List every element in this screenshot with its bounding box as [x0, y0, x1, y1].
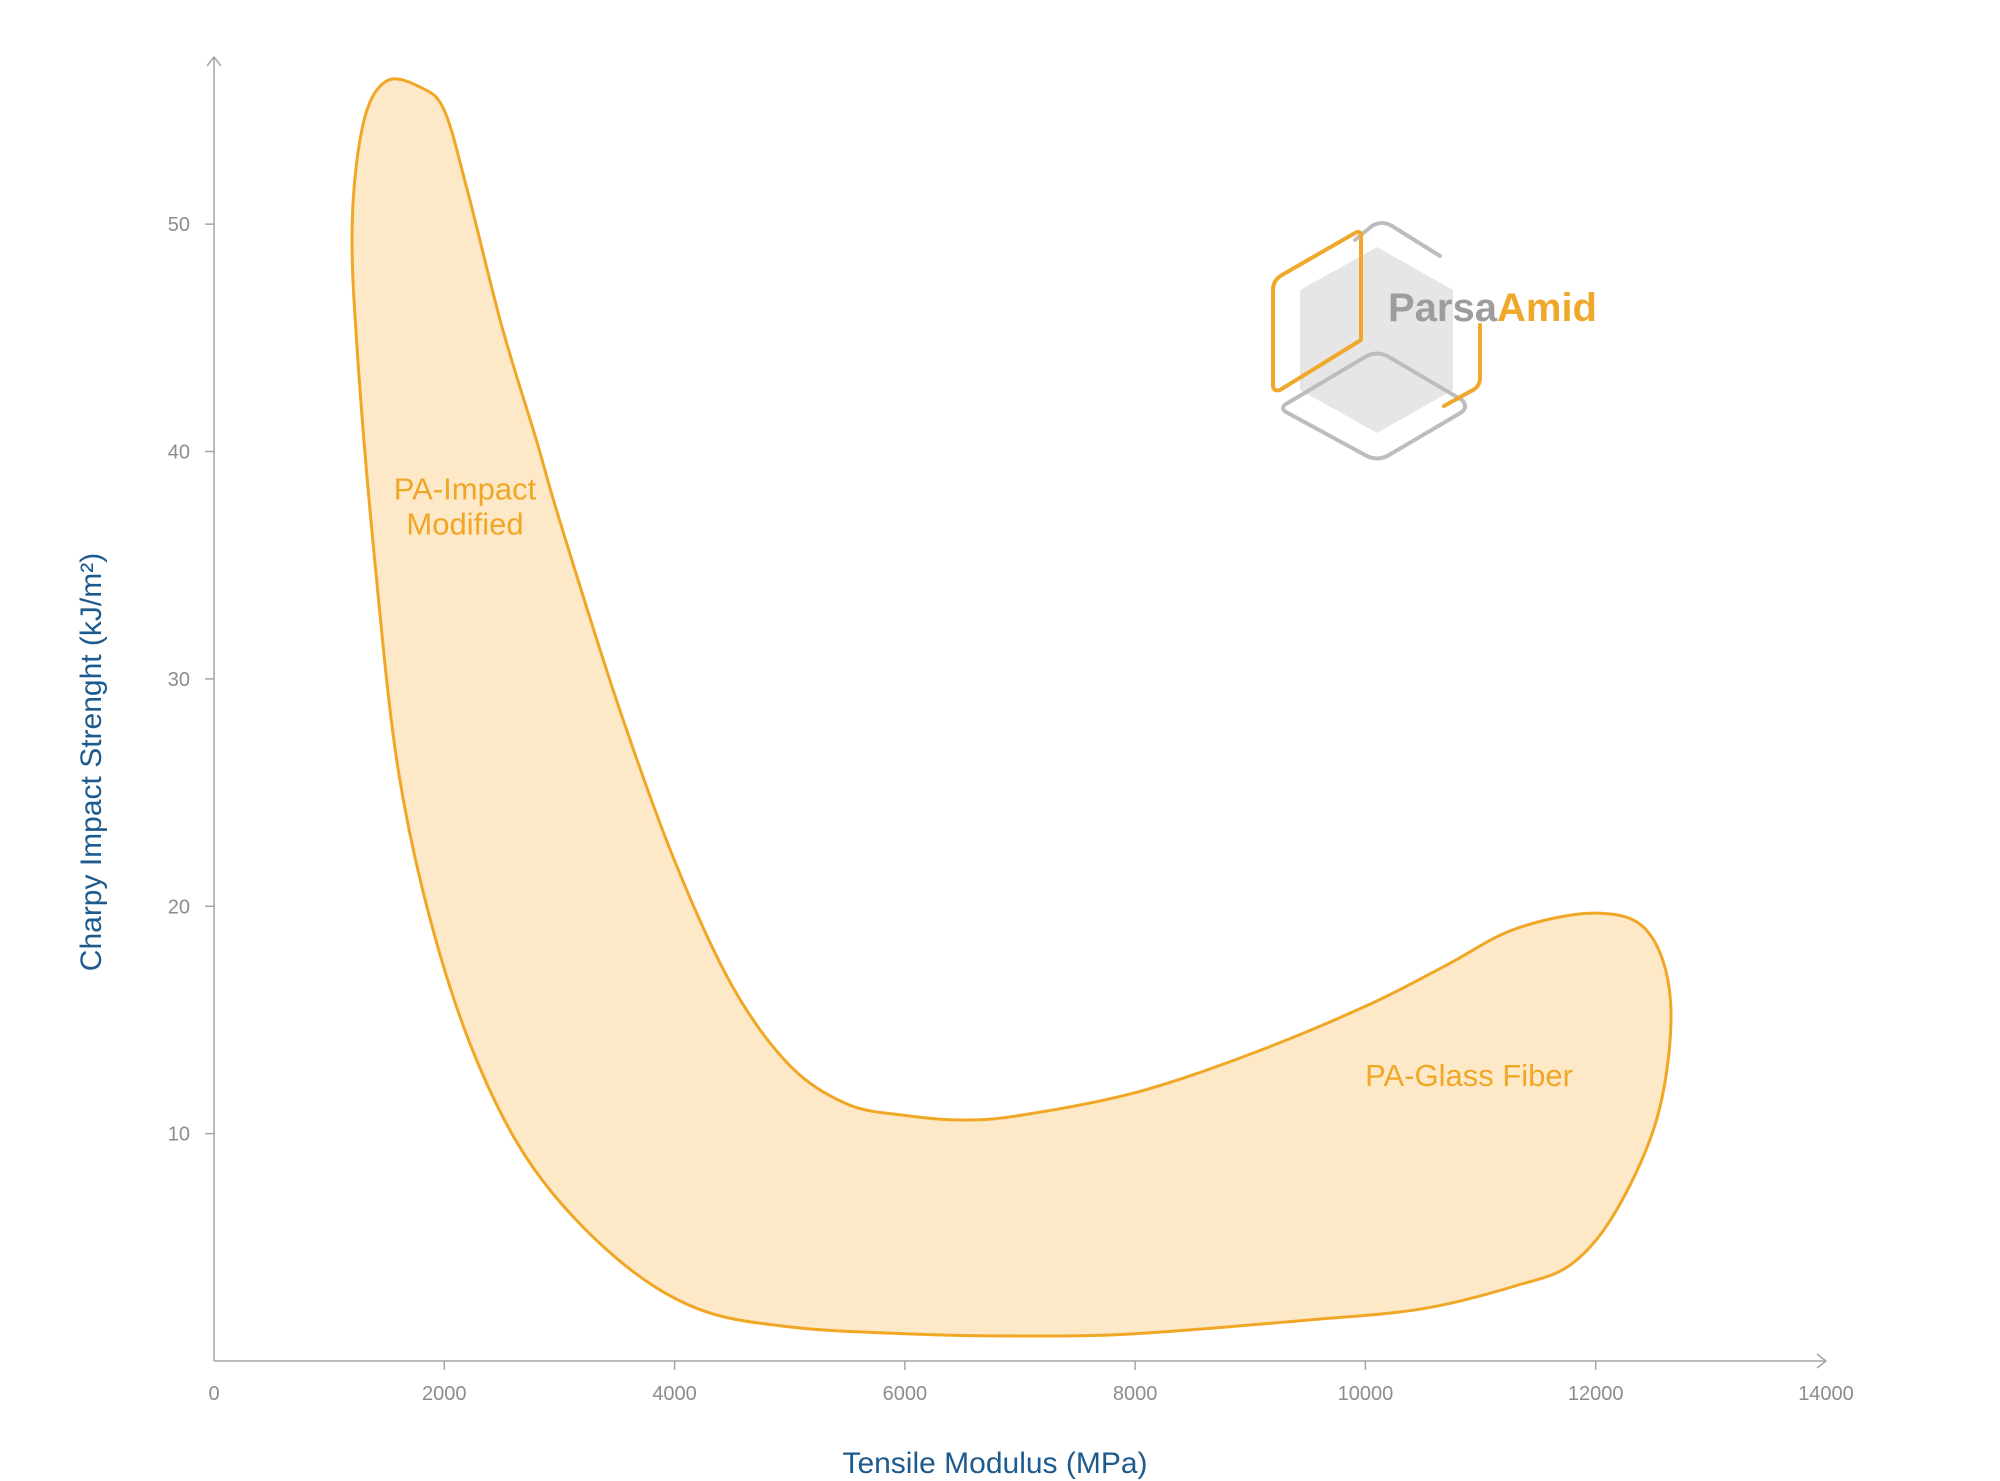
x-tick-label: 4000	[652, 1383, 697, 1405]
performance-region	[350, 77, 1673, 1338]
x-tick-label: 10000	[1338, 1383, 1394, 1405]
region-label: PA-Impact Modified	[394, 471, 537, 541]
region-label-line: PA-Glass Fiber	[1365, 1058, 1573, 1093]
region-labels: PA-Impact Modified PA-Glass Fiber	[394, 471, 1573, 1093]
y-axis-title: Charpy Impact Strenght (kJ/m²)	[75, 553, 108, 971]
x-tick-label: 2000	[422, 1383, 467, 1405]
region-label-line: PA-Impact	[394, 471, 537, 506]
region-layer	[350, 77, 1673, 1338]
x-axis-title: Tensile Modulus (MPa)	[842, 1447, 1147, 1480]
y-axis-arrow	[206, 55, 222, 67]
logo-gray-outline-top	[1353, 221, 1442, 258]
y-tick-labels: 10 20 30 40 50	[168, 214, 190, 1145]
logo-gray-outline-bottom	[1281, 351, 1467, 461]
x-tick-label: 8000	[1113, 1383, 1158, 1405]
x-tick-label: 0	[208, 1383, 219, 1405]
region-label: PA-Glass Fiber	[1365, 1058, 1573, 1093]
y-tick-label: 20	[168, 896, 190, 918]
logo-orange-bracket-right	[1442, 323, 1482, 408]
y-tick-label: 10	[168, 1124, 190, 1146]
y-tick-label: 50	[168, 214, 190, 236]
logo-orange-bracket-left	[1271, 230, 1363, 393]
region-label-line: Modified	[406, 506, 523, 541]
x-tick-label: 12000	[1568, 1383, 1624, 1405]
logo-text-parsa: Parsa	[1388, 286, 1498, 330]
y-tick-label: 30	[168, 669, 190, 691]
x-tick-label: 14000	[1798, 1383, 1854, 1405]
x-tick-labels: 0 2000 4000 6000 8000 10000 12000 14000	[208, 1383, 1853, 1405]
x-tick-label: 6000	[883, 1383, 928, 1405]
x-axis-arrow	[1816, 1353, 1828, 1369]
y-tick-label: 40	[168, 442, 190, 464]
parsaamid-logo: ParsaAmid	[1271, 221, 1597, 461]
logo-hexagon-fill	[1300, 247, 1453, 433]
logo-text: ParsaAmid	[1388, 286, 1597, 330]
axes	[205, 55, 1828, 1370]
logo-text-amid: Amid	[1497, 286, 1597, 330]
